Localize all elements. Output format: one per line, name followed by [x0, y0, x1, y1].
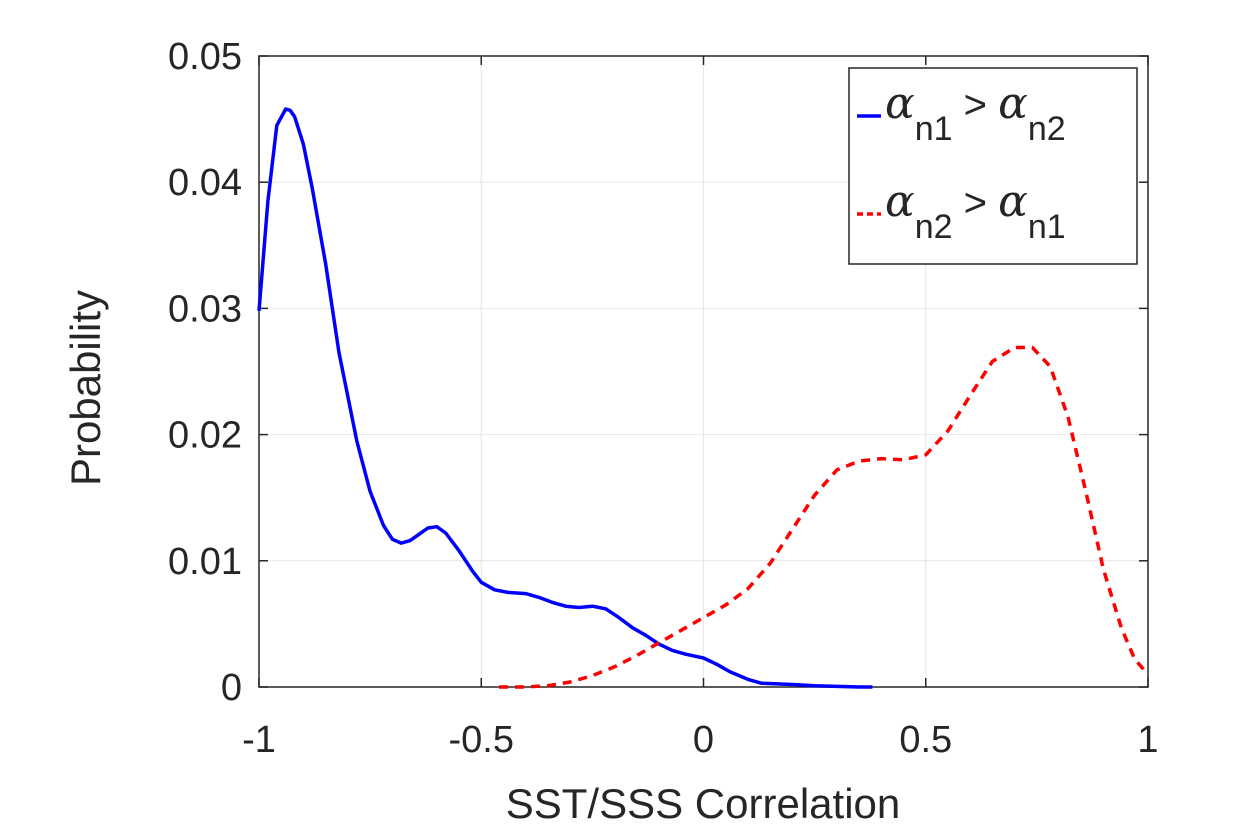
- x-tick-label: -1: [242, 719, 276, 761]
- y-tick-label: 0.03: [168, 288, 242, 330]
- x-tick-label: 0.5: [899, 719, 952, 761]
- legend-label-2: αn2 > αn1: [885, 176, 1066, 246]
- x-axis-label: SST/SSS Correlation: [506, 780, 901, 827]
- legend-label-part: >: [953, 83, 999, 127]
- series-line-1: [257, 107, 873, 689]
- y-tick-label: 0: [221, 667, 242, 709]
- x-tick-label: 1: [1137, 719, 1158, 761]
- legend-label-part: n2: [915, 208, 953, 246]
- legend-box: [848, 67, 1138, 265]
- y-tick-label: 0.01: [168, 541, 242, 583]
- axis-ticks: [258, 55, 1149, 688]
- legend-label-1: αn1 > αn2: [885, 78, 1066, 148]
- legend-label-part: n1: [1028, 208, 1066, 246]
- y-tick-label: 0.05: [168, 36, 242, 78]
- legend-label-part: α: [998, 78, 1028, 129]
- y-tick-label: 0.04: [168, 162, 242, 204]
- x-tick-label: -0.5: [449, 719, 514, 761]
- y-axis-label: Probability: [62, 290, 109, 486]
- legend-label-part: α: [885, 78, 915, 129]
- legend-label-part: n1: [915, 110, 953, 148]
- series-line-2: [499, 345, 1150, 689]
- series-group: [257, 107, 1150, 689]
- legend-label-part: α: [998, 176, 1028, 227]
- legend-label-part: >: [953, 181, 999, 225]
- x-tick-label: 0: [693, 719, 714, 761]
- tick-labels: -1 -0.5 0 0.5 1 0 0.01 0.02 0.03 0.04 0.05: [168, 36, 1159, 761]
- legend-label-part: α: [885, 176, 915, 227]
- legend-label-part: n2: [1028, 110, 1066, 148]
- y-tick-label: 0.02: [168, 415, 242, 457]
